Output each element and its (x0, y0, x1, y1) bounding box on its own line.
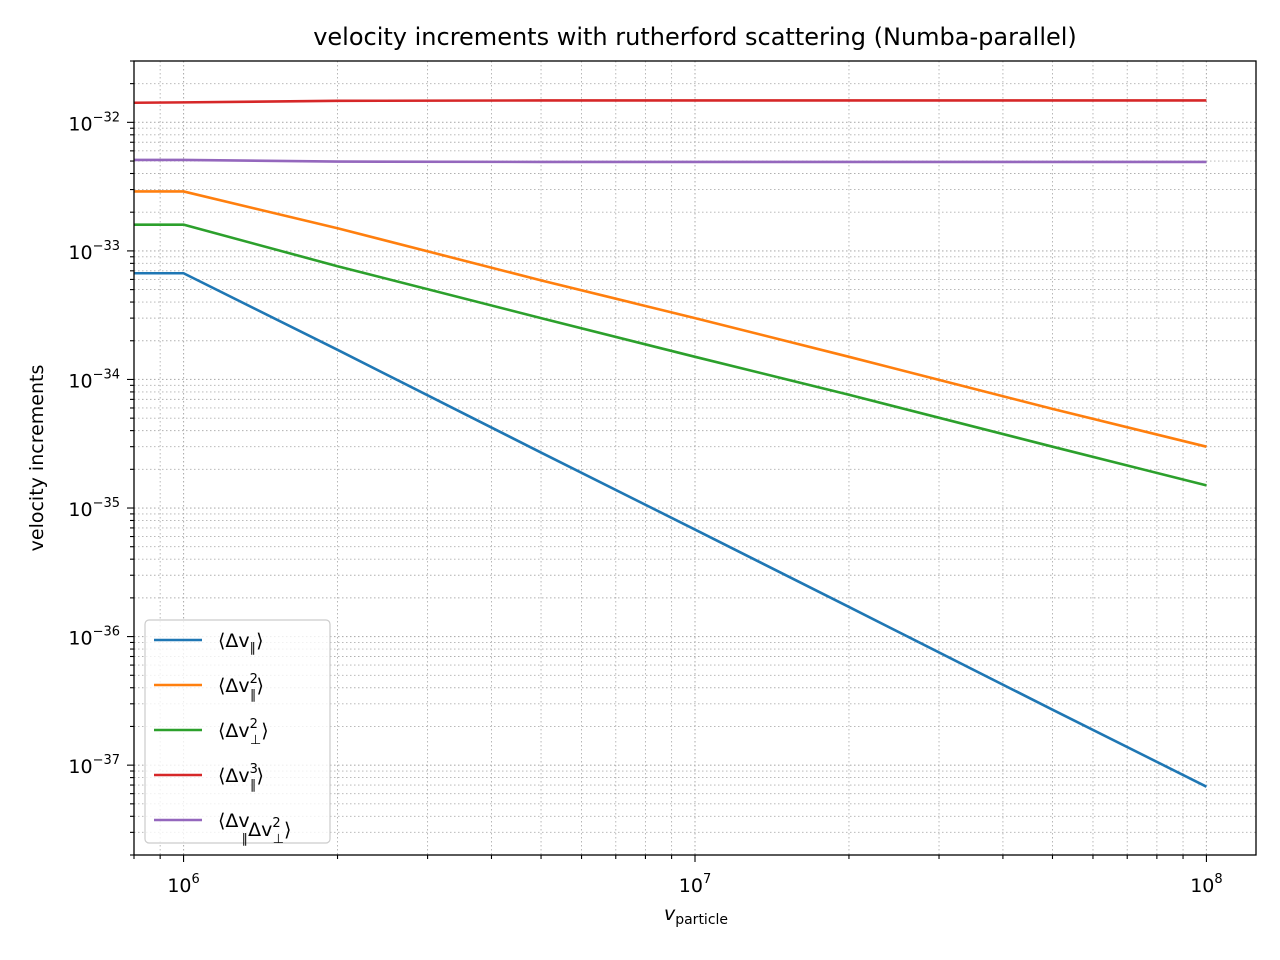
y-tick-label: 10−35 (68, 496, 120, 521)
x-tick-label: 108 (1190, 872, 1222, 897)
y-tick-label: 10−32 (68, 110, 120, 135)
legend: ⟨Δv∥⟩ ⟨Δv2 ∥⟩ ⟨Δv2 ⊥⟩ ⟨Δv3 ∥⟩ ⟨Δv ∥Δv2 ⊥⟩ (144, 619, 331, 847)
y-axis-label: velocity increments (26, 365, 48, 552)
legend-label: ⟨Δv3 ∥⟩ (218, 762, 264, 793)
x-axis-label-sub: particle (675, 912, 728, 928)
y-tick-label: 10−37 (68, 753, 120, 778)
legend-entries: ⟨Δv∥⟩ ⟨Δv2 ∥⟩ ⟨Δv2 ⊥⟩ ⟨Δv3 ∥⟩ ⟨Δv ∥Δv2 ⊥⟩ (154, 630, 291, 847)
x-tick-label: 106 (167, 872, 199, 897)
legend-label: ⟨Δv∥⟩ (218, 630, 264, 656)
chart-title: velocity increments with rutherford scat… (313, 23, 1077, 51)
series-line-3 (134, 223, 1207, 487)
grid (133, 60, 1256, 856)
series-line-4 (133, 99, 1207, 105)
series-line-1 (134, 271, 1208, 788)
legend-label: ⟨Δv2 ∥⟩ (218, 672, 264, 703)
y-tick-label: 10−36 (68, 625, 120, 650)
legend-box (144, 619, 331, 844)
series-line-2 (134, 190, 1207, 448)
tick-labels: 106 107 108 10−37 10−36 10−35 10−34 10−33 10−32 (68, 110, 1222, 897)
legend-label: ⟨Δv2 ⊥⟩ (218, 717, 269, 748)
x-axis-label-base: v (664, 903, 676, 925)
axis-ticks (127, 60, 1207, 862)
legend-label: ⟨Δv ∥Δv2 ⊥⟩ (218, 810, 291, 847)
y-tick-label: 10−34 (68, 367, 120, 392)
y-tick-label: 10−33 (68, 239, 120, 264)
series-line-5 (134, 158, 1207, 164)
x-axis-label: vparticle (664, 903, 728, 928)
x-tick-label: 107 (679, 872, 711, 897)
series-lines (133, 99, 1208, 788)
